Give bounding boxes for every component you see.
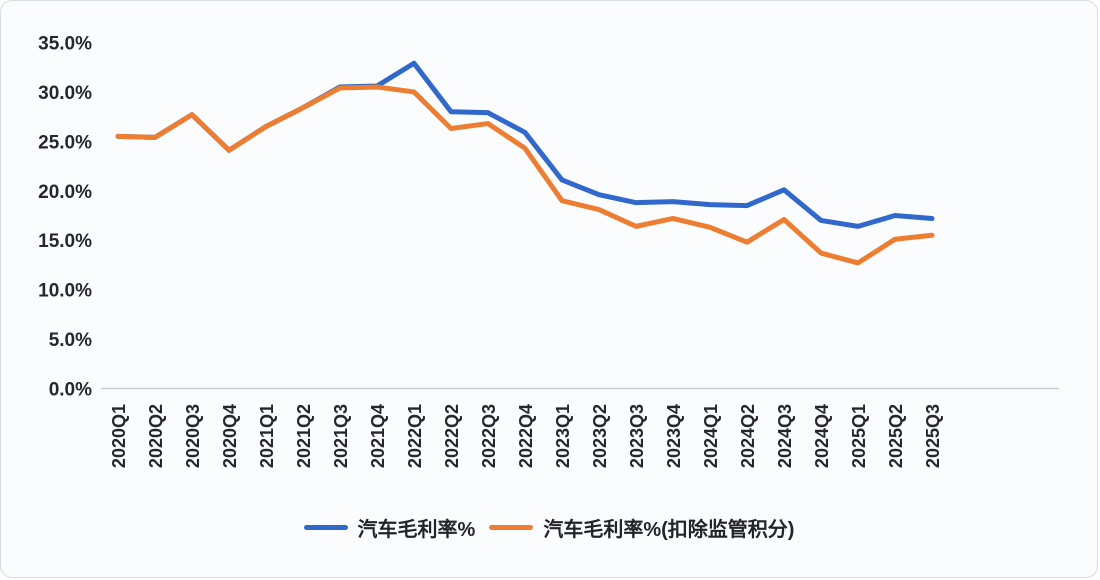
y-axis-tick-label: 15.0%: [38, 231, 92, 252]
x-axis-tick-label: 2023Q1: [553, 404, 573, 468]
legend-swatch-gross-margin-ex-credits: [489, 525, 534, 530]
x-axis-tick-label: 2020Q3: [183, 404, 203, 468]
x-axis-tick-label: 2022Q3: [479, 404, 499, 468]
series-line-gross-margin-ex-credits: [115, 84, 935, 266]
y-axis-tick-label: 0.0%: [49, 380, 92, 401]
legend-label-gross-margin-ex-credits: 汽车毛利率%(扣除监管积分): [543, 519, 795, 541]
y-axis-tick-label: 10.0%: [38, 281, 92, 302]
x-axis-tick-label: 2020Q2: [146, 404, 166, 468]
y-axis-tick-label: 20.0%: [38, 182, 92, 203]
x-axis-tick-label: 2021Q2: [294, 404, 314, 468]
legend-item-gross-margin: 汽车毛利率%: [303, 513, 476, 542]
series-lines: [115, 60, 935, 266]
legend-swatch-gross-margin: [303, 525, 348, 530]
x-axis-tick-label: 2022Q4: [516, 404, 536, 468]
legend-label-gross-margin: 汽车毛利率%: [357, 519, 476, 541]
y-axis-tick-label: 30.0%: [38, 83, 92, 104]
x-axis-tick-label: 2022Q1: [405, 404, 425, 468]
x-axis-tick-label: 2021Q3: [331, 404, 351, 468]
x-axis-tick-label: 2022Q2: [442, 404, 462, 468]
x-axis-tick-label: 2025Q3: [923, 404, 943, 468]
x-axis-tick-label: 2024Q2: [738, 404, 758, 468]
x-axis-tick-label: 2025Q1: [849, 404, 869, 468]
x-axis-tick-label: 2020Q1: [109, 404, 129, 468]
x-axis-tick-label: 2024Q3: [775, 404, 795, 468]
x-axis-tick-label: 2024Q4: [812, 404, 832, 468]
y-axis-tick-label: 35.0%: [38, 33, 92, 54]
x-axis-tick-label: 2025Q2: [886, 404, 906, 468]
x-axis-tick-label: 2023Q2: [590, 404, 610, 468]
x-axis-tick-label: 2021Q1: [257, 404, 277, 468]
y-axis-tick-label: 25.0%: [38, 132, 92, 153]
y-axis-tick-labels: 35.0% 30.0% 25.0% 20.0% 15.0% 10.0% 5.0% 0.0%: [38, 33, 92, 400]
x-axis-tick-label: 2023Q4: [664, 404, 684, 468]
chart-legend: 汽车毛利率% 汽车毛利率%(扣除监管积分): [1, 513, 1097, 542]
x-axis-tick-labels: 2020Q1 2020Q2 2020Q3 2020Q4 2021Q1 2021Q2 2021…: [109, 404, 943, 468]
x-axis-tick-label: 2020Q4: [220, 404, 240, 468]
x-axis-tick-label: 2023Q3: [627, 404, 647, 468]
y-axis-tick-label: 5.0%: [49, 330, 92, 351]
x-axis-tick-label: 2021Q4: [368, 404, 388, 468]
legend-item-gross-margin-ex-credits: 汽车毛利率%(扣除监管积分): [489, 513, 794, 542]
x-axis-tick-label: 2024Q1: [701, 404, 721, 468]
line-chart: 35.0% 30.0% 25.0% 20.0% 15.0% 10.0% 5.0% 0.0% 2…: [38, 33, 1059, 468]
